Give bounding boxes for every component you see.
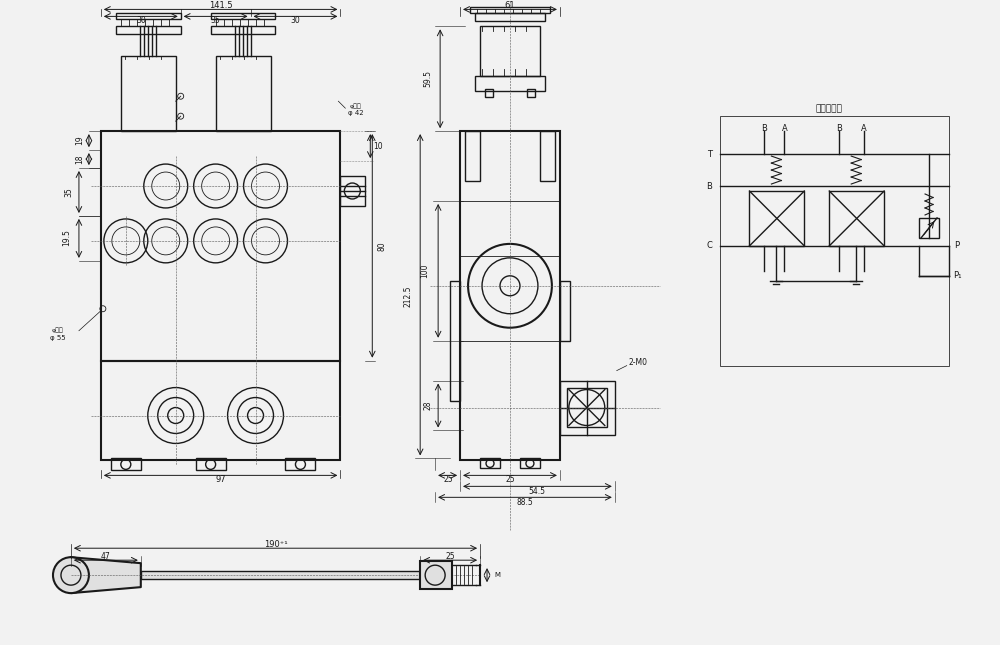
- Text: 28: 28: [424, 401, 433, 410]
- Bar: [465, 131, 480, 181]
- Bar: [211, 26, 275, 34]
- Text: 19.5: 19.5: [62, 230, 71, 246]
- Bar: [480, 459, 500, 468]
- Bar: [111, 459, 141, 470]
- Text: 59.5: 59.5: [424, 70, 433, 86]
- Bar: [475, 76, 545, 91]
- Text: 212.5: 212.5: [404, 285, 413, 306]
- Bar: [101, 131, 340, 361]
- Bar: [196, 459, 226, 470]
- Bar: [560, 381, 615, 435]
- Text: 10: 10: [373, 142, 383, 150]
- Text: φ 55: φ 55: [50, 335, 66, 341]
- Text: 35: 35: [211, 16, 221, 25]
- Bar: [567, 388, 607, 428]
- Text: 61: 61: [505, 1, 515, 10]
- Bar: [520, 459, 540, 468]
- Text: 30: 30: [291, 16, 300, 25]
- Text: 47: 47: [101, 551, 111, 561]
- Bar: [101, 361, 340, 461]
- Bar: [460, 131, 560, 461]
- Bar: [216, 56, 271, 131]
- Bar: [480, 26, 540, 76]
- Text: φ 42: φ 42: [348, 110, 363, 116]
- Text: P₁: P₁: [953, 272, 961, 281]
- Text: 19: 19: [75, 135, 84, 145]
- Bar: [116, 26, 181, 34]
- Bar: [470, 7, 550, 14]
- Bar: [540, 131, 555, 181]
- Bar: [450, 281, 460, 401]
- Text: 18: 18: [75, 154, 84, 164]
- Text: 25: 25: [443, 475, 453, 484]
- Bar: [720, 116, 949, 366]
- Text: φ底孔: φ底孔: [349, 103, 361, 109]
- Text: A: A: [781, 124, 787, 133]
- Bar: [475, 14, 545, 21]
- Text: 2-M0: 2-M0: [628, 358, 647, 367]
- Text: 液压原理图: 液压原理图: [816, 104, 843, 114]
- Bar: [211, 14, 275, 19]
- Bar: [749, 191, 804, 246]
- Text: 25: 25: [445, 551, 455, 561]
- Bar: [527, 89, 535, 97]
- Text: 97: 97: [215, 475, 226, 484]
- Bar: [829, 191, 884, 246]
- Text: B: B: [761, 124, 767, 133]
- Text: M: M: [494, 572, 500, 578]
- Text: 88.5: 88.5: [517, 498, 533, 507]
- Bar: [116, 14, 181, 19]
- Bar: [340, 176, 365, 206]
- Text: 141.5: 141.5: [209, 1, 232, 10]
- Text: B: B: [707, 181, 712, 190]
- Text: A: A: [861, 124, 867, 133]
- Text: P: P: [954, 241, 960, 250]
- Bar: [141, 571, 420, 579]
- Text: T: T: [707, 150, 712, 159]
- Bar: [485, 89, 493, 97]
- Bar: [121, 56, 176, 131]
- Text: 54.5: 54.5: [528, 487, 545, 496]
- Text: 35: 35: [64, 187, 73, 197]
- Text: 100: 100: [421, 264, 430, 278]
- Text: 25: 25: [505, 475, 515, 484]
- Text: 190⁺¹: 190⁺¹: [264, 540, 287, 549]
- Text: B: B: [836, 124, 842, 133]
- Text: 30: 30: [136, 16, 146, 25]
- Ellipse shape: [53, 557, 89, 593]
- Bar: [560, 281, 570, 341]
- Bar: [919, 218, 939, 238]
- Bar: [285, 459, 315, 470]
- Bar: [420, 561, 452, 589]
- Text: 80: 80: [378, 241, 387, 251]
- Text: C: C: [707, 241, 712, 250]
- Polygon shape: [71, 557, 141, 593]
- Ellipse shape: [61, 565, 81, 585]
- Text: φ底孔: φ底孔: [52, 328, 64, 333]
